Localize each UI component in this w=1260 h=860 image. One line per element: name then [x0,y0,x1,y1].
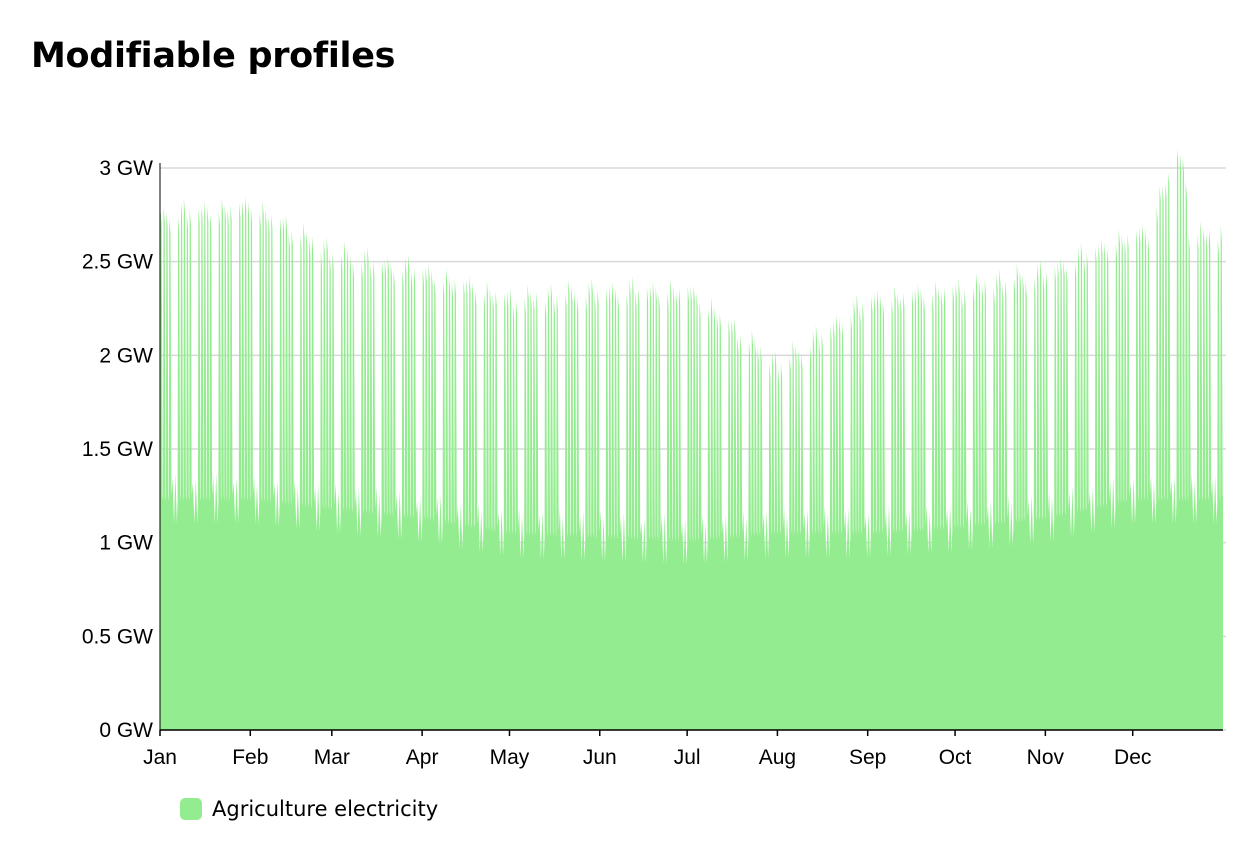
x-tick-label: Apr [406,746,439,769]
x-tick-label: Sep [849,746,886,769]
series-area-layer [160,148,1223,730]
x-tick-label: Jan [143,746,177,769]
page-title: Modifiable profiles [31,36,396,76]
y-tick-label: 3 GW [99,157,153,180]
axes: 0 GW 0.5 GW 1 GW 1.5 GW 2 GW 2.5 GW 3 GW Jan Feb… [82,157,1223,769]
y-tick-label: 0 GW [99,719,153,742]
x-tick-label: May [490,746,530,769]
legend-label-agriculture-electricity: Agriculture electricity [212,797,439,821]
legend-swatch [180,798,202,820]
x-tick-label: Mar [314,746,350,769]
y-tick-label: 1.5 GW [82,438,153,461]
legend: Agriculture electricity [180,797,438,821]
y-tick-label: 2 GW [99,344,153,367]
x-tick-label: Feb [232,746,268,769]
x-tick-label: Jun [583,746,617,769]
x-tick-label: Nov [1027,746,1065,769]
x-tick-label: Jul [674,746,701,769]
y-tick-label: 2.5 GW [82,251,153,274]
x-tick-label: Oct [939,746,972,769]
x-tick-label: Dec [1114,746,1151,769]
x-tick-label: Aug [759,746,796,769]
y-tick-label: 1 GW [99,532,153,555]
agriculture-electricity-area [160,148,1223,730]
y-tick-label: 0.5 GW [82,625,153,648]
